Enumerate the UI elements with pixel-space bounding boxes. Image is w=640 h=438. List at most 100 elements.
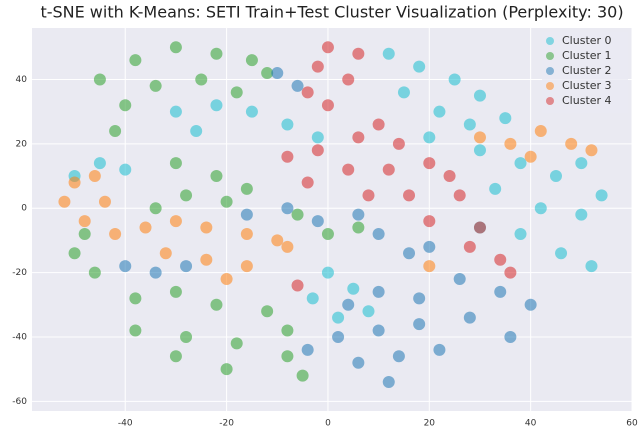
point [78, 215, 91, 228]
point [372, 227, 385, 240]
point [281, 118, 294, 131]
point [494, 285, 507, 298]
point [347, 282, 360, 295]
legend-marker [546, 52, 554, 60]
point [423, 240, 436, 253]
point [296, 369, 309, 382]
point [463, 240, 476, 253]
legend-marker [546, 82, 554, 90]
point [93, 157, 106, 170]
point [463, 118, 476, 131]
point [413, 60, 426, 73]
point [332, 330, 345, 343]
legend-marker [546, 37, 554, 45]
point [504, 137, 517, 150]
point [453, 189, 466, 202]
point [423, 131, 436, 144]
point [240, 260, 253, 273]
point [342, 73, 355, 86]
point [575, 157, 588, 170]
x-tick-label: 40 [525, 419, 537, 429]
x-tick-label: 60 [626, 419, 638, 429]
y-tick-label: 40 [16, 75, 28, 85]
point [499, 112, 512, 125]
x-tick-label: -40 [118, 419, 133, 429]
point [139, 221, 152, 234]
point [220, 195, 233, 208]
legend-label: Cluster 1 [562, 49, 612, 62]
point [281, 202, 294, 215]
point [58, 195, 71, 208]
point [423, 157, 436, 170]
point [271, 234, 284, 247]
point [585, 144, 598, 157]
point [210, 47, 223, 60]
point [321, 41, 334, 54]
point [321, 99, 334, 112]
point [245, 54, 258, 67]
point [261, 305, 274, 318]
point [68, 247, 81, 260]
point [169, 215, 182, 228]
point [473, 89, 486, 102]
point [220, 363, 233, 376]
point [210, 298, 223, 311]
points [58, 41, 608, 389]
point [149, 79, 162, 92]
point [403, 189, 416, 202]
point [332, 311, 345, 324]
legend-marker [546, 67, 554, 75]
legend-marker [546, 97, 554, 105]
point [489, 182, 502, 195]
point [291, 79, 304, 92]
plot-area [32, 28, 632, 411]
point [169, 157, 182, 170]
point [240, 208, 253, 221]
point [524, 298, 537, 311]
point [291, 208, 304, 221]
point [78, 227, 91, 240]
point [585, 260, 598, 273]
point [301, 176, 314, 189]
point [382, 163, 395, 176]
point [311, 144, 324, 157]
point [306, 292, 319, 305]
point [392, 350, 405, 363]
point [473, 144, 486, 157]
point [372, 118, 385, 131]
point [311, 131, 324, 144]
point [129, 292, 142, 305]
point [271, 67, 284, 80]
legend-label: Cluster 3 [562, 79, 612, 92]
point [372, 285, 385, 298]
point [180, 260, 193, 273]
point [352, 356, 365, 369]
point [281, 324, 294, 337]
point [342, 298, 355, 311]
point [230, 337, 243, 350]
point [129, 54, 142, 67]
point [504, 266, 517, 279]
point [575, 208, 588, 221]
legend-label: Cluster 0 [562, 34, 612, 47]
point [423, 215, 436, 228]
point [281, 150, 294, 163]
point [514, 227, 527, 240]
point [245, 105, 258, 118]
point [68, 176, 81, 189]
point [595, 189, 608, 202]
y-tick-label: 20 [16, 139, 28, 149]
point [311, 60, 324, 73]
point [352, 47, 365, 60]
point [494, 253, 507, 266]
y-tick-label: -60 [12, 397, 27, 407]
point [534, 202, 547, 215]
legend-box [542, 32, 628, 113]
point [261, 67, 274, 80]
legend-label: Cluster 2 [562, 64, 612, 77]
point [169, 285, 182, 298]
legend-label: Cluster 4 [562, 94, 612, 107]
point [169, 105, 182, 118]
point [423, 260, 436, 273]
point [301, 86, 314, 99]
